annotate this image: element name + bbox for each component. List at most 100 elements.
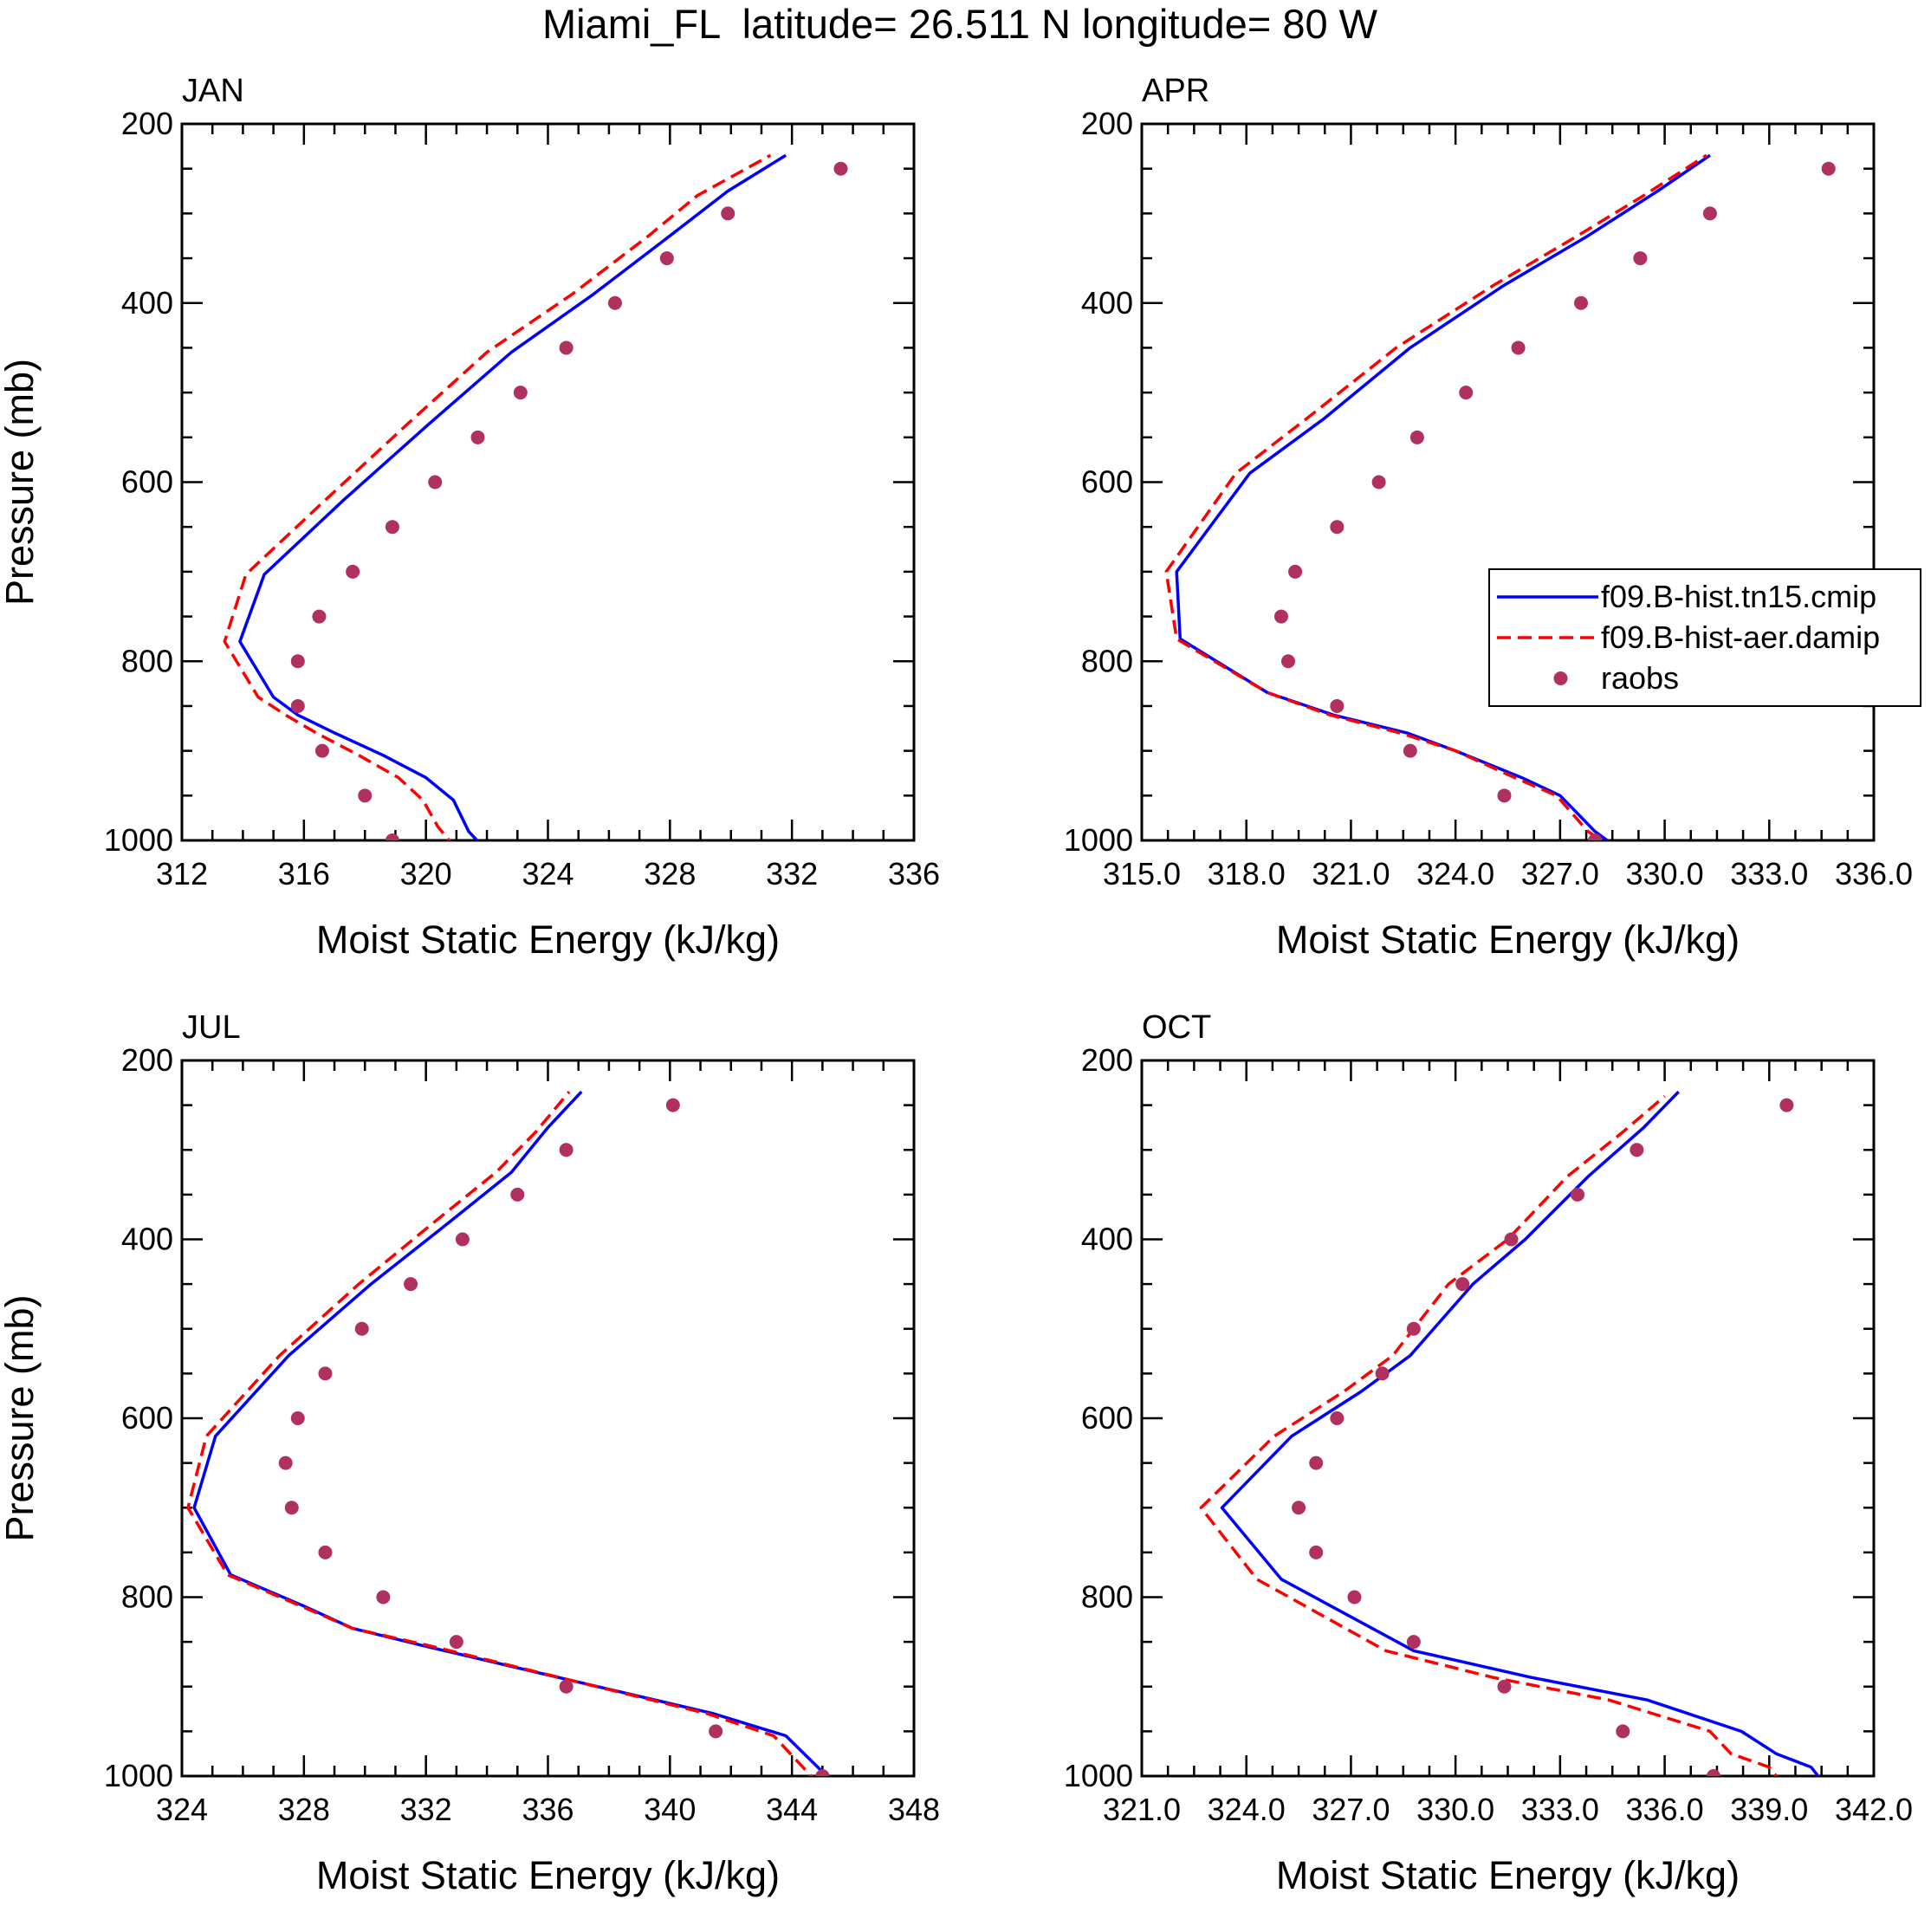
x-axis-title-oct: Moist Static Energy (kJ/kg) [1276, 1853, 1740, 1897]
raobs-point [1497, 788, 1512, 803]
x-tick-label: 333.0 [1730, 856, 1808, 891]
x-tick-label: 342.0 [1835, 1792, 1913, 1827]
figure-title: Miami_FL latitude= 26.511 N longitude= 8… [542, 1, 1378, 47]
x-tick-label: 328 [278, 1792, 330, 1827]
plot-frame-apr [1140, 122, 1876, 842]
raobs-point [318, 1545, 333, 1559]
x-tick-label: 316 [278, 856, 330, 891]
legend-label: f09.B-hist-aer.damip [1601, 619, 1880, 655]
x-tick-label: 340 [644, 1792, 696, 1827]
raobs-point [1292, 1501, 1306, 1515]
raobs-point [1330, 1411, 1345, 1425]
raobs-point [1702, 206, 1717, 221]
raobs-point [607, 295, 622, 310]
raobs-point [559, 340, 573, 355]
raobs-point [1504, 1232, 1519, 1247]
raobs-point [346, 564, 360, 579]
raobs-point [290, 654, 305, 669]
plot-frame-oct [1140, 1059, 1876, 1778]
series-line-f09-b-hist-aer-damip [186, 1090, 813, 1776]
y-tick-label: 800 [1081, 643, 1133, 678]
raobs-point [1459, 386, 1474, 400]
raobs-point [354, 1321, 369, 1336]
x-tick-label: 332 [400, 1792, 452, 1827]
series-line-f09-b-hist-aer-damip [1164, 153, 1707, 840]
raobs-point [513, 386, 528, 400]
raobs-point [455, 1232, 470, 1247]
raobs-point [559, 1143, 573, 1157]
raobs-point [1409, 430, 1424, 444]
y-tick-label: 600 [121, 464, 173, 500]
raobs-point [1511, 340, 1526, 355]
x-tick-label: 321.0 [1312, 856, 1390, 891]
series-line-f09-b-hist-tn15-cmip [1220, 1090, 1820, 1776]
x-tick-label: 327.0 [1521, 856, 1599, 891]
panel-title-apr: APR [1142, 73, 1209, 109]
raobs-point [314, 743, 329, 758]
raobs-point [1371, 475, 1386, 489]
series-line-f09-b-hist-aer-damip [223, 153, 772, 840]
raobs-point [721, 206, 735, 221]
plot-area-jul [186, 1090, 830, 1776]
y-tick-label: 1000 [1064, 1758, 1133, 1793]
y-tick-label: 600 [1081, 1400, 1133, 1436]
raobs-point [376, 1590, 391, 1605]
x-tick-label: 336.0 [1835, 856, 1913, 891]
raobs-point [1706, 1769, 1720, 1776]
raobs-point [1616, 1724, 1630, 1739]
plot-area-oct [1199, 1090, 1820, 1776]
raobs-point [404, 1277, 418, 1292]
raobs-point [1330, 520, 1345, 535]
raobs-point [510, 1187, 525, 1202]
x-tick-label: 348 [888, 1792, 940, 1827]
x-tick-label: 333.0 [1521, 1792, 1599, 1827]
raobs-point [1406, 1321, 1421, 1336]
y-tick-label: 800 [121, 1579, 173, 1615]
x-tick-label: 330.0 [1416, 1792, 1494, 1827]
x-tick-label: 320 [400, 856, 452, 891]
raobs-point [1574, 295, 1588, 310]
x-tick-label: 328 [644, 856, 696, 891]
y-tick-label: 200 [1081, 1042, 1133, 1078]
x-tick-label: 315.0 [1103, 856, 1181, 891]
raobs-point [1281, 654, 1295, 669]
raobs-point [428, 475, 443, 489]
y-tick-label: 600 [121, 1400, 173, 1436]
x-tick-label: 312 [156, 856, 208, 891]
x-tick-label: 327.0 [1312, 1792, 1390, 1827]
y-tick-label: 1000 [104, 1758, 173, 1793]
raobs-point [1403, 743, 1417, 758]
y-tick-label: 200 [121, 1042, 173, 1078]
plot-area-apr [1164, 153, 1836, 840]
raobs-point [559, 1679, 573, 1694]
x-tick-label: 324 [522, 856, 573, 891]
x-tick-label: 324.0 [1208, 1792, 1286, 1827]
raobs-point [1588, 833, 1603, 840]
series-line-f09-b-hist-tn15-cmip [238, 153, 787, 840]
plot-frame-jan [180, 122, 916, 842]
x-axis-title-apr: Moist Static Energy (kJ/kg) [1276, 917, 1740, 962]
y-axis-title-jul: Pressure (mb) [0, 1294, 42, 1541]
raobs-point [833, 161, 848, 176]
x-tick-label: 344 [766, 1792, 818, 1827]
raobs-point [358, 788, 373, 803]
raobs-point [1497, 1679, 1512, 1694]
raobs-point [1330, 698, 1345, 713]
x-tick-label: 336 [522, 1792, 573, 1827]
x-tick-label: 330.0 [1626, 856, 1704, 891]
raobs-point [1406, 1635, 1421, 1650]
legend-label: f09.B-hist.tn15.cmip [1601, 579, 1876, 614]
legend: f09.B-hist.tn15.cmip f09.B-hist-aer.damip… [1488, 568, 1921, 707]
x-tick-label: 324.0 [1416, 856, 1494, 891]
raobs-point [385, 520, 399, 535]
y-tick-label: 800 [121, 643, 173, 678]
y-tick-label: 200 [1081, 106, 1133, 141]
y-tick-label: 400 [1081, 1222, 1133, 1257]
raobs-point [665, 1098, 680, 1112]
raobs-point [290, 698, 305, 713]
raobs-point [1630, 1143, 1644, 1157]
plot-area-jan [223, 153, 848, 840]
raobs-point [1309, 1455, 1324, 1470]
